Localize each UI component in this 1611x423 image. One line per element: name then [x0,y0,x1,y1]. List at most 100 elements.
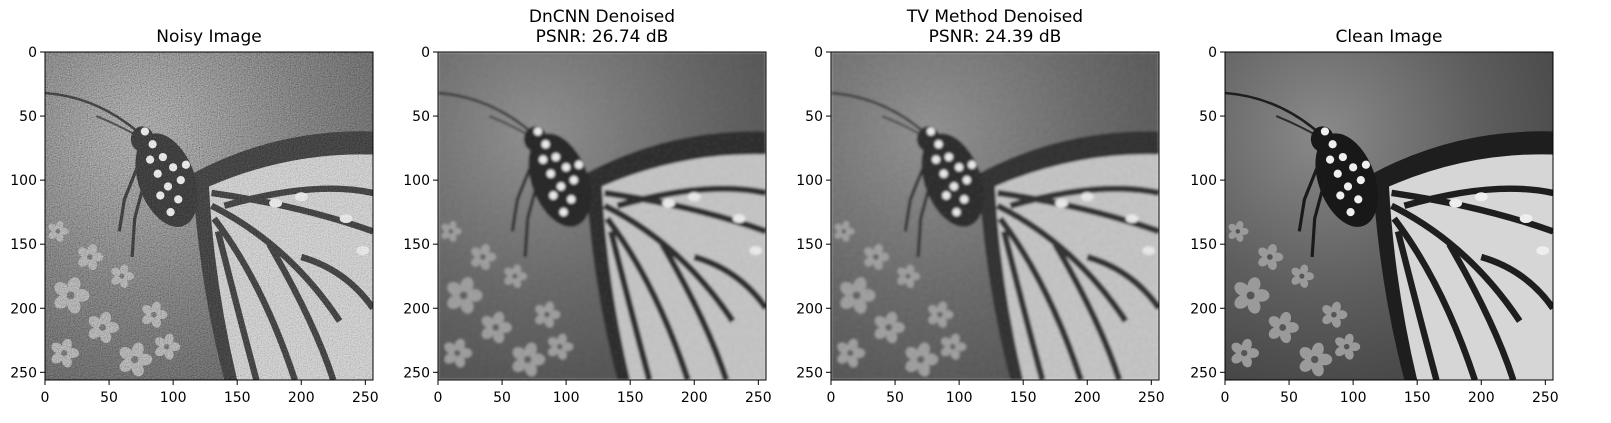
y-tick: 0 [28,45,45,61]
panel-title: Noisy Image [156,27,261,47]
x-tick-label: 250 [745,390,772,406]
y-tick-label: 150 [1190,237,1217,253]
x-tick-label: 250 [1138,390,1165,406]
x-tick-label: 0 [41,390,50,406]
y-tick: 200 [1190,301,1225,317]
y-tick: 50 [19,109,45,125]
panel-title: TV Method Denoised [906,7,1083,27]
x-tick-label: 50 [493,390,511,406]
y-tick-label: 250 [1190,365,1217,381]
x-tick-label: 150 [1404,390,1431,406]
x-tick: 0 [827,380,835,406]
x-tick-label: 50 [886,390,904,406]
y-tick: 250 [10,365,45,381]
y-tick-label: 0 [421,45,430,61]
x-tick: 250 [1138,380,1165,406]
y-tick-label: 250 [796,365,823,381]
y-tick: 150 [403,237,438,253]
y-tick: 250 [796,365,831,381]
x-tick-label: 200 [681,390,708,406]
image-tv [831,52,1159,380]
x-tick: 150 [1404,380,1431,406]
x-tick: 50 [100,380,118,406]
axes-frame [1224,51,1554,381]
y-tick: 50 [412,109,438,125]
axes-frame [830,51,1160,381]
y-tick-label: 100 [10,173,37,189]
axes-frame [437,51,767,381]
y-tick-label: 250 [403,365,430,381]
x-tick: 50 [493,380,511,406]
y-tick: 150 [1190,237,1225,253]
y-tick-label: 100 [403,173,430,189]
panel-title: DnCNN Denoised [529,7,675,27]
scene-body [1297,126,1379,258]
x-tick-label: 50 [1280,390,1298,406]
y-tick-label: 50 [412,109,430,125]
y-tick: 150 [10,237,45,253]
image-noisy [45,52,373,380]
x-tick: 50 [1280,380,1298,406]
scene-wing [1372,131,1553,380]
scene-flowers [1228,221,1361,377]
x-tick-label: 150 [224,390,251,406]
y-tick-label: 200 [1190,301,1217,317]
y-tick: 50 [1199,109,1225,125]
y-tick: 100 [1190,173,1225,189]
y-tick: 50 [805,109,831,125]
panel-title: Clean Image [1336,27,1443,47]
x-tick: 0 [41,380,50,406]
y-tick-label: 150 [10,237,37,253]
x-tick-label: 0 [434,390,443,406]
y-tick: 0 [814,45,831,61]
x-tick-label: 100 [553,390,580,406]
y-tick-label: 0 [814,45,823,61]
y-tick-label: 50 [805,109,823,125]
x-tick-label: 250 [1532,390,1559,406]
y-tick: 100 [403,173,438,189]
y-tick: 250 [1190,365,1225,381]
x-tick-label: 150 [617,390,644,406]
x-tick: 150 [1010,380,1037,406]
x-tick-label: 200 [1074,390,1101,406]
y-tick-label: 150 [796,237,823,253]
x-tick-label: 150 [1010,390,1037,406]
x-tick: 100 [160,380,187,406]
x-tick: 200 [1468,380,1495,406]
y-tick-label: 100 [796,173,823,189]
x-tick: 200 [288,380,315,406]
x-tick: 100 [946,380,972,406]
y-tick: 200 [796,301,831,317]
y-tick-label: 50 [19,109,37,125]
y-tick: 150 [796,237,831,253]
x-tick: 50 [886,380,904,406]
image-dncnn [438,52,766,380]
x-tick-label: 50 [100,390,118,406]
x-tick: 250 [745,380,772,406]
y-tick-label: 0 [1208,45,1217,61]
x-tick-label: 100 [1340,390,1367,406]
y-tick-label: 200 [403,301,430,317]
y-tick-label: 0 [28,45,37,61]
x-tick: 200 [681,380,708,406]
x-tick: 250 [1532,380,1559,406]
y-tick: 0 [421,45,438,61]
x-tick: 150 [617,380,644,406]
y-tick: 200 [10,301,45,317]
y-tick: 100 [10,173,45,189]
y-tick: 200 [403,301,438,317]
axes-frame [44,51,374,381]
x-tick-label: 100 [160,390,187,406]
image-clean [1225,52,1553,380]
x-tick: 150 [224,380,251,406]
panel-title: PSNR: 26.74 dB [536,27,669,47]
x-tick-label: 200 [1468,390,1495,406]
x-tick-label: 200 [288,390,315,406]
x-tick: 100 [553,380,580,406]
y-tick: 100 [796,173,831,189]
y-tick-label: 250 [10,365,37,381]
